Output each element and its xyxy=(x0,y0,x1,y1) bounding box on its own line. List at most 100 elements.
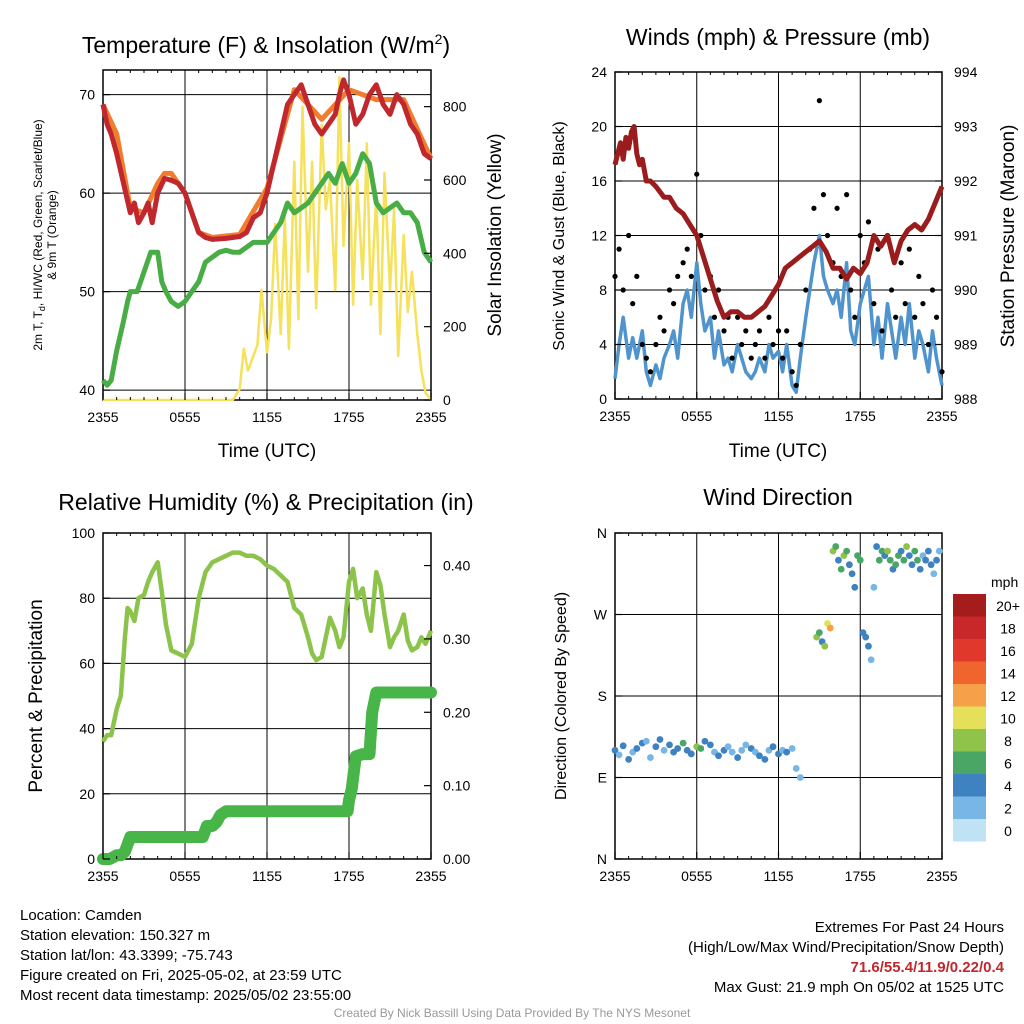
y-tick-label: 60 xyxy=(79,655,95,671)
gust-point xyxy=(762,355,768,361)
solar-ylabel: Solar Insolation (Yellow) xyxy=(485,133,506,336)
gust-point xyxy=(816,98,822,104)
direction-grid xyxy=(615,533,942,859)
direction-panel: Wind Direction 2355 0555 1155 1755 2355NESWN… xyxy=(553,484,1020,884)
direction-point xyxy=(933,556,940,564)
y-right-tick-label: 991 xyxy=(954,228,978,244)
extremes-values: 71.6/55.4/11.9/0.22/0.4 xyxy=(850,959,1004,976)
y-tick-label: 8 xyxy=(599,282,607,298)
direction-point xyxy=(892,561,900,569)
direction-point xyxy=(884,547,891,555)
gust-point xyxy=(643,355,649,361)
y-tick-label: 12 xyxy=(591,228,607,244)
precip-line xyxy=(97,686,437,865)
direction-ylabel: Direction (Colored By Speed) xyxy=(553,592,570,800)
y-right-tick-label: 990 xyxy=(954,282,978,298)
legend-swatch xyxy=(953,819,986,842)
y-tick-label: 60 xyxy=(79,185,95,201)
y-tick-label: N xyxy=(597,525,607,541)
x-tick-label: 2355 xyxy=(926,868,957,884)
x-tick-label: 1755 xyxy=(845,408,876,424)
winds-xlabel: Time (UTC) xyxy=(729,441,828,462)
direction-point xyxy=(843,547,851,555)
gust-point xyxy=(933,314,940,320)
gust-point xyxy=(929,287,936,293)
solar-line xyxy=(103,76,432,402)
direction-title: Wind Direction xyxy=(703,484,853,510)
direction-point xyxy=(724,743,732,751)
gust-point xyxy=(770,341,776,348)
gust-point xyxy=(688,273,694,279)
humidity-axes: 2355 0555 1155 1755 23550204060801000.000.10… xyxy=(72,525,471,884)
direction-point xyxy=(615,751,623,759)
gust-point xyxy=(865,219,872,225)
y-right-tick-label: 992 xyxy=(954,173,978,189)
direction-point xyxy=(851,583,859,591)
gust-point xyxy=(653,341,659,348)
gust-point xyxy=(612,273,618,279)
gust-point xyxy=(920,301,926,307)
direction-point xyxy=(845,561,853,569)
extremes-info: Extremes For Past 24 Hours (High/Low/Max… xyxy=(688,918,1004,998)
x-tick-label: 2355 xyxy=(926,408,957,424)
gust-point xyxy=(902,301,908,307)
gust-point xyxy=(784,328,790,334)
direction-point xyxy=(674,745,682,752)
dewpoint-line xyxy=(101,151,434,388)
legend-label: 6 xyxy=(1004,756,1012,772)
gust-point xyxy=(793,382,799,388)
x-tick-label: 0555 xyxy=(169,409,200,425)
direction-point xyxy=(835,556,842,564)
gust-point xyxy=(702,287,708,293)
gust-point xyxy=(721,328,727,334)
winds-panel: Winds (mph) & Pressure (mb) 2355 0555 1155… xyxy=(551,24,1019,462)
legend-label: 8 xyxy=(1004,733,1012,749)
legend-swatch xyxy=(953,729,986,752)
gust-point xyxy=(752,341,758,348)
gust-point xyxy=(675,273,681,279)
humidity-series xyxy=(97,550,437,865)
humidity-panel: Relative Humidity (%) & Precipitation (i… xyxy=(26,489,474,884)
extremes-title: Extremes For Past 24 Hours xyxy=(814,919,1004,936)
y-right-tick-label: 993 xyxy=(954,119,978,135)
gust-point xyxy=(871,301,877,307)
direction-point xyxy=(900,556,908,564)
direction-series xyxy=(611,543,943,781)
direction-point xyxy=(656,736,664,743)
gust-point xyxy=(912,314,918,320)
gust-point xyxy=(626,232,632,239)
winds-series xyxy=(612,98,945,394)
legend-label: 4 xyxy=(1004,778,1012,794)
direction-point xyxy=(873,543,880,550)
gust-point xyxy=(684,246,690,252)
y-tick-label: 16 xyxy=(591,173,607,189)
humidity-line xyxy=(101,550,434,743)
direction-point xyxy=(734,754,742,761)
winds-axes: 2355 0555 1155 1755 235504812162024988989990… xyxy=(591,64,977,424)
max-gust: Max Gust: 21.9 mph On 05/02 at 1525 UTC xyxy=(713,979,1004,996)
gust-point xyxy=(620,287,626,293)
y-tick-label: 24 xyxy=(591,64,607,80)
gust-point xyxy=(729,355,735,361)
legend-swatch xyxy=(953,616,986,639)
gust-point xyxy=(852,314,858,320)
x-tick-label: 2355 xyxy=(87,868,118,884)
legend-label: 16 xyxy=(1000,643,1016,659)
x-tick-label: 1155 xyxy=(763,408,793,424)
y-tick-label: 0 xyxy=(599,391,607,407)
y-right-tick-label: 988 xyxy=(954,391,978,407)
gust-point xyxy=(647,369,654,375)
recent-timestamp: Most recent data timestamp: 2025/05/02 2… xyxy=(20,987,352,1004)
direction-point xyxy=(908,561,916,569)
y-right-tick-label: 0.30 xyxy=(443,631,470,647)
gust-point xyxy=(775,328,782,334)
gust-point xyxy=(888,287,895,293)
direction-point xyxy=(642,737,650,745)
direction-point xyxy=(619,742,627,750)
temp-2m-line xyxy=(100,77,433,242)
gust-point xyxy=(766,314,772,320)
direction-point xyxy=(867,656,875,664)
direction-point xyxy=(783,748,791,756)
legend-label: 18 xyxy=(1000,621,1016,637)
direction-point xyxy=(870,583,878,591)
